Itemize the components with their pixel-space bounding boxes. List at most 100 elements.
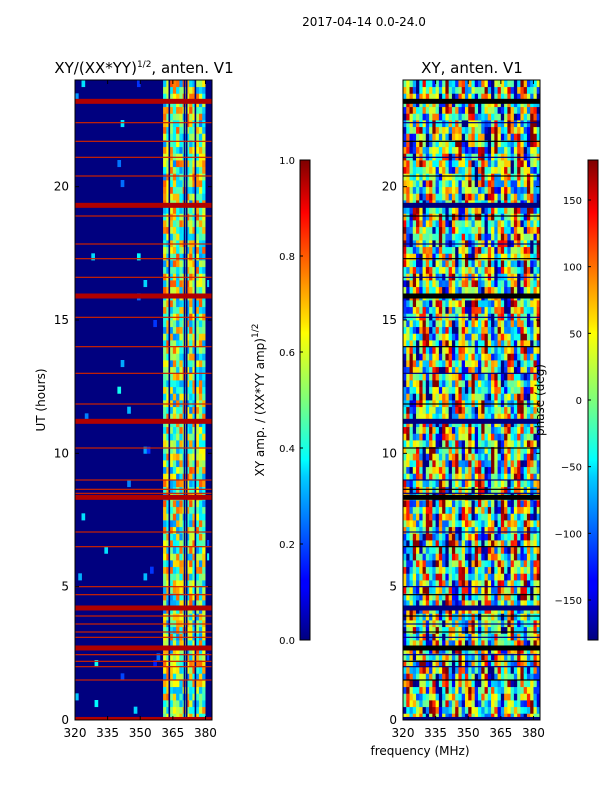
heatmap-cell xyxy=(524,387,528,394)
heatmap-cell xyxy=(452,427,456,434)
heatmap-cell xyxy=(507,707,511,714)
heatmap-cell xyxy=(481,573,485,580)
heatmap-cell xyxy=(189,693,193,700)
heatmap-cell xyxy=(485,673,489,680)
heatmap-cell xyxy=(491,220,495,227)
heatmap-cell xyxy=(511,393,515,400)
heatmap-cell xyxy=(442,700,446,707)
heatmap-cell xyxy=(445,107,449,114)
heatmap-cell xyxy=(504,613,508,620)
heatmap-cell xyxy=(478,440,482,447)
heatmap-cell xyxy=(173,320,177,327)
heatmap-cell xyxy=(517,87,521,94)
heatmap-cell xyxy=(163,247,167,254)
heatmap-cell xyxy=(481,527,485,534)
heatmap-cell xyxy=(196,553,200,560)
heatmap-cell xyxy=(179,393,183,400)
heatmap-cell xyxy=(491,553,495,560)
heatmap-cell xyxy=(406,340,410,347)
heatmap-cell xyxy=(475,380,479,387)
heatmap-cell xyxy=(520,427,524,434)
heatmap-cell xyxy=(511,580,515,587)
heatmap-cell xyxy=(504,560,508,567)
heatmap-cell xyxy=(426,373,430,380)
heatmap-cell xyxy=(436,353,440,360)
heatmap-cell xyxy=(514,360,518,367)
heatmap-cell xyxy=(410,567,414,574)
heatmap-cell xyxy=(485,220,489,227)
heatmap-cell xyxy=(458,487,462,494)
heatmap-cell xyxy=(478,553,482,560)
heatmap-cell xyxy=(501,533,505,540)
heatmap-cell xyxy=(410,467,414,474)
heatmap-cell xyxy=(189,307,193,314)
heatmap-cell xyxy=(514,393,518,400)
heatmap-cell xyxy=(163,280,167,287)
heatmap-cell xyxy=(432,367,436,374)
heatmap-cell xyxy=(481,407,485,414)
heatmap-cell xyxy=(494,500,498,507)
heatmap-cell xyxy=(170,453,174,460)
heatmap-cell xyxy=(436,467,440,474)
heatmap-cell xyxy=(432,180,436,187)
heatmap-cell xyxy=(173,80,177,87)
heatmap-cell xyxy=(511,680,515,687)
heatmap-cell xyxy=(442,220,446,227)
heatmap-cell xyxy=(436,440,440,447)
heatmap-cell xyxy=(189,533,193,540)
heatmap-cell xyxy=(511,440,515,447)
heatmap-cell xyxy=(403,133,407,140)
heatmap-cell xyxy=(488,427,492,434)
heatmap-cell xyxy=(481,360,485,367)
heatmap-cell xyxy=(465,487,469,494)
heatmap-cell xyxy=(445,667,449,674)
heatmap-cell xyxy=(498,667,502,674)
heatmap-cell xyxy=(436,687,440,694)
heatmap-cell xyxy=(439,227,443,234)
heatmap-cell xyxy=(491,133,495,140)
heatmap-cell xyxy=(179,113,183,120)
heatmap-cell xyxy=(163,380,167,387)
heatmap-cell xyxy=(478,193,482,200)
heatmap-cell xyxy=(485,693,489,700)
heatmap-cell xyxy=(403,433,407,440)
heatmap-cell xyxy=(432,107,436,114)
heatmap-cell xyxy=(410,280,414,287)
heatmap-cell xyxy=(406,287,410,294)
heatmap-cell xyxy=(498,520,502,527)
heatmap-cell xyxy=(465,540,469,547)
heatmap-cell xyxy=(449,573,453,580)
heatmap-cell xyxy=(413,693,417,700)
heatmap-cell xyxy=(481,173,485,180)
heatmap-cell xyxy=(494,467,498,474)
heatmap-cell xyxy=(481,347,485,354)
heatmap-cell xyxy=(520,227,524,234)
heatmap-cell xyxy=(501,627,505,634)
heatmap-cell xyxy=(481,553,485,560)
heatmap-cell xyxy=(517,567,521,574)
heatmap-cell xyxy=(410,440,414,447)
heatmap-cell xyxy=(163,560,167,567)
heatmap-cell xyxy=(511,687,515,694)
heatmap-cell xyxy=(429,453,433,460)
heatmap-cell xyxy=(498,173,502,180)
heatmap-cell xyxy=(410,147,414,154)
heatmap-cell xyxy=(170,667,174,674)
heatmap-cell xyxy=(458,380,462,387)
heatmap-cell xyxy=(416,520,420,527)
heatmap-cell xyxy=(462,247,466,254)
heatmap-cell xyxy=(468,480,472,487)
heatmap-cell xyxy=(465,347,469,354)
heatmap-cell xyxy=(196,440,200,447)
heatmap-cell xyxy=(406,700,410,707)
heatmap-cell xyxy=(413,300,417,307)
heatmap-cell xyxy=(436,367,440,374)
heatmap-cell xyxy=(445,280,449,287)
heatmap-cell xyxy=(439,387,443,394)
heatmap-cell xyxy=(403,553,407,560)
heatmap-cell xyxy=(478,173,482,180)
heatmap-cell xyxy=(517,613,521,620)
heatmap-cell xyxy=(507,187,511,194)
heatmap-cell xyxy=(196,380,200,387)
heatmap-cell xyxy=(507,480,511,487)
